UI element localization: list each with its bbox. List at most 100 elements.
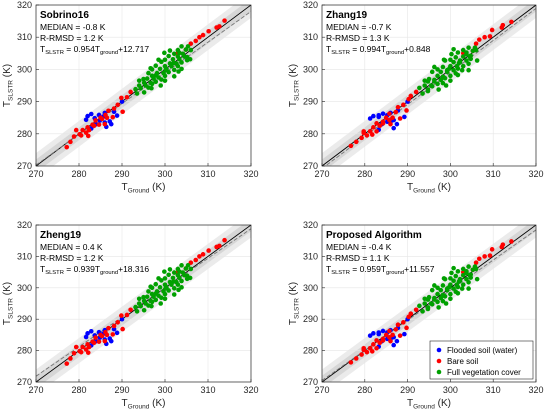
y-axis-label: TSLSTR (K) [2,282,15,325]
tick-label-y: 320 [17,220,32,230]
data-point [179,285,184,290]
data-point [464,270,469,276]
tick-label-x: 290 [400,169,415,179]
data-point [440,80,446,86]
x-axis-label-unit: (K) [435,398,451,409]
tick-label-x: 280 [357,385,372,395]
fit-main: T [40,44,45,54]
data-point [429,84,435,89]
data-point [359,135,364,141]
data-point [133,86,138,92]
data-point [83,117,89,123]
data-point [401,320,406,325]
data-point [448,276,453,281]
fit-sub-slstr: SLSTR [331,50,350,56]
data-point [144,76,150,81]
data-point [111,323,117,329]
x-axis-label: TGround (K) [407,398,451,411]
data-point [99,333,105,339]
data-point [394,338,400,344]
data-point [380,338,386,343]
data-point [441,57,447,63]
tick-label-x: 310 [200,385,215,395]
data-point [387,111,392,116]
data-point [391,342,396,348]
data-point [138,85,144,91]
data-point [162,73,168,79]
fit-main: T [326,264,331,274]
data-point [393,327,399,332]
data-point [179,60,184,65]
y-axis-label-main: T [2,101,13,107]
data-point [353,139,359,145]
data-point [456,60,462,66]
panel-2: 270270280280290290300300310310320320TGro… [288,0,544,195]
data-point [371,342,376,347]
data-point [487,34,493,39]
data-point [473,260,479,265]
tick-label-x: 310 [486,385,501,395]
y-axis-label-main: T [2,319,13,325]
data-point [432,283,437,288]
data-point [162,57,168,63]
data-point [153,73,159,78]
data-point [393,109,399,115]
series-3 [133,44,194,96]
data-point [348,143,354,149]
plot-inner [36,225,251,382]
data-point [460,54,466,59]
tick-label-x: 320 [243,169,258,179]
x-axis-label: TGround (K) [407,182,451,195]
data-point [124,312,130,318]
data-point [71,134,77,139]
data-point [404,325,409,331]
data-point [110,114,116,120]
tick-label-y: 290 [303,97,318,107]
data-point [136,78,142,83]
data-point [200,32,206,38]
x-axis-label-unit: (K) [149,398,165,409]
panel-title: Zhang19 [326,10,368,21]
data-point [159,295,164,300]
tick-label-y: 270 [17,161,32,171]
data-point [453,273,459,279]
data-point [119,316,125,322]
data-point [472,45,478,50]
tick-label-x: 320 [243,385,258,395]
data-point [78,349,84,355]
data-point [500,22,506,28]
data-point [436,305,441,310]
data-point [359,352,364,357]
data-point [387,328,392,334]
tick-label-x: 300 [157,169,172,179]
rrmsd-stat: R-RMSD = 1.3 K [326,33,390,43]
data-point [149,299,155,305]
tick-label-y: 290 [17,314,32,324]
tick-label-y: 270 [303,161,318,171]
series-3 [133,263,194,314]
data-point [413,89,419,95]
tick-label-x: 290 [114,385,129,395]
data-point [376,114,382,120]
data-point [91,340,97,346]
fit-main: T [40,264,45,274]
data-point [108,121,114,127]
data-point [163,285,168,291]
tick-label-y: 270 [17,377,32,387]
data-point [179,263,184,268]
data-point [489,27,495,33]
fit-sub-ground: ground [386,270,404,276]
y-axis-label-main: T [288,319,299,325]
data-point [413,307,419,313]
data-point [377,340,383,346]
data-point [171,292,177,297]
data-point [133,304,138,310]
legend-marker [436,358,442,364]
data-point [395,104,401,110]
data-point [141,307,147,313]
x-axis-label-main: T [122,398,128,409]
legend: Flooded soil (water) Bare soil Full vegeta… [429,340,534,380]
fit-intercept: +0.848 [404,44,431,54]
panel-title: Sobrino16 [40,10,89,21]
data-point [110,332,116,337]
